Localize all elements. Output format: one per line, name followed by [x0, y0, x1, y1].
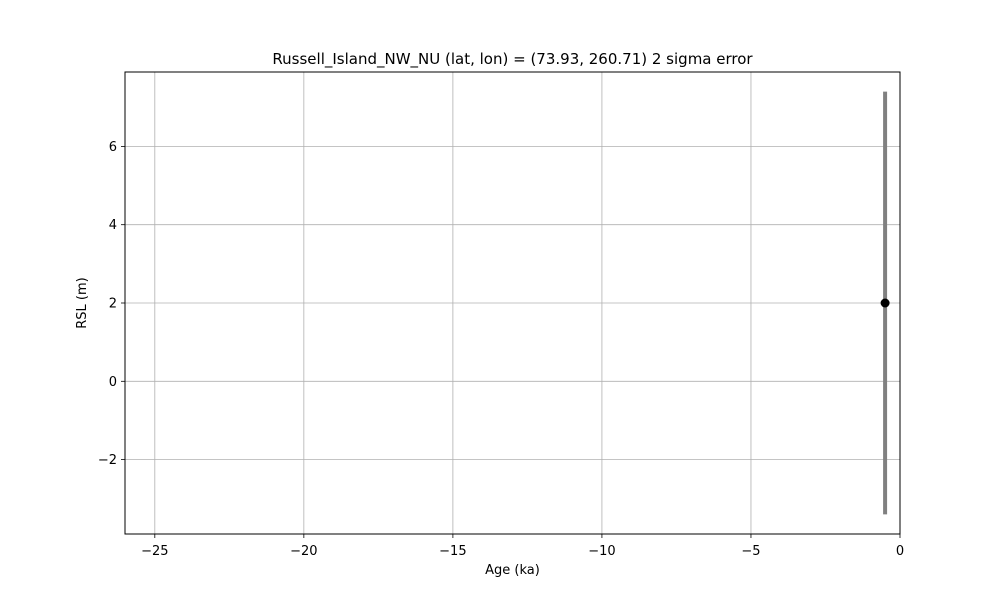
y-tick-label: 0 — [109, 375, 117, 390]
x-tick-label: −5 — [741, 544, 760, 559]
y-axis-label: RSL (m) — [75, 277, 90, 328]
x-tick-label: −20 — [290, 544, 317, 559]
plot-frame — [124, 71, 901, 535]
x-tick-label: 0 — [896, 544, 904, 559]
y-tick-label: 2 — [109, 297, 117, 312]
tick-marks — [121, 145, 901, 538]
x-tick-label: −10 — [588, 544, 615, 559]
x-axis-label: Age (ka) — [485, 563, 540, 578]
x-tick-label: −25 — [141, 544, 168, 559]
y-tick-label: 4 — [109, 218, 117, 233]
y-tick-label: 6 — [109, 140, 117, 155]
chart-title: Russell_Island_NW_NU (lat, lon) = (73.93… — [272, 50, 753, 69]
data-marks — [880, 91, 890, 515]
data-point — [880, 298, 890, 308]
x-tick-label: −15 — [439, 544, 466, 559]
y-tick-label: −2 — [98, 453, 117, 468]
